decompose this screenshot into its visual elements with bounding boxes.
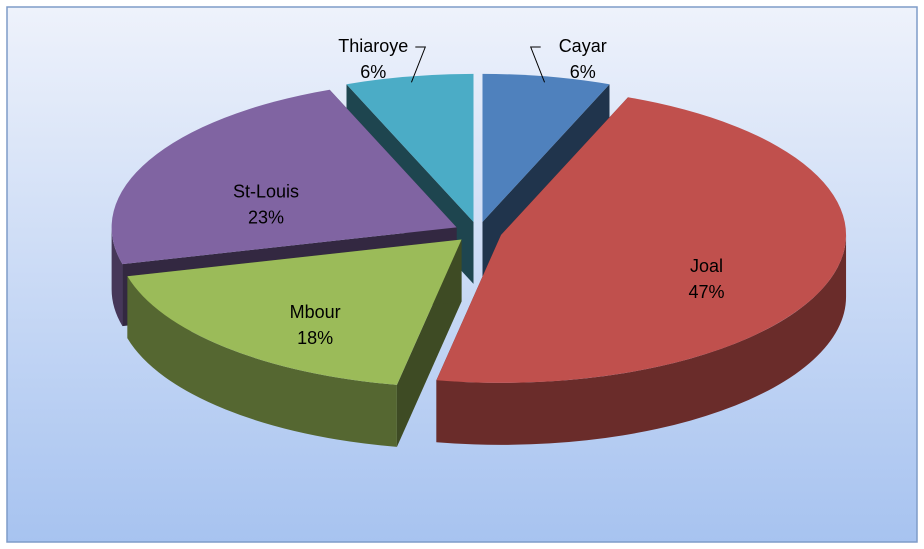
slice	[436, 97, 847, 383]
slice-side	[111, 227, 123, 327]
slice-side	[127, 276, 397, 447]
slice-side	[436, 234, 847, 445]
data-label-value: 6%	[360, 62, 386, 82]
data-label-value: 6%	[570, 62, 596, 82]
data-label-name: Thiaroye	[338, 36, 408, 56]
slice	[127, 239, 462, 385]
slice	[111, 89, 457, 265]
data-label-value: 18%	[297, 328, 333, 348]
data-label-name: Cayar	[559, 36, 607, 56]
slice	[346, 73, 474, 222]
leader-line	[529, 46, 546, 83]
leader-line	[410, 46, 427, 83]
data-label-value: 47%	[688, 282, 724, 302]
slice	[482, 73, 610, 222]
data-label-name: Joal	[690, 256, 723, 276]
data-label-name: Mbour	[290, 302, 341, 322]
data-label-value: 23%	[248, 207, 284, 227]
data-label-name: St-Louis	[233, 181, 299, 201]
